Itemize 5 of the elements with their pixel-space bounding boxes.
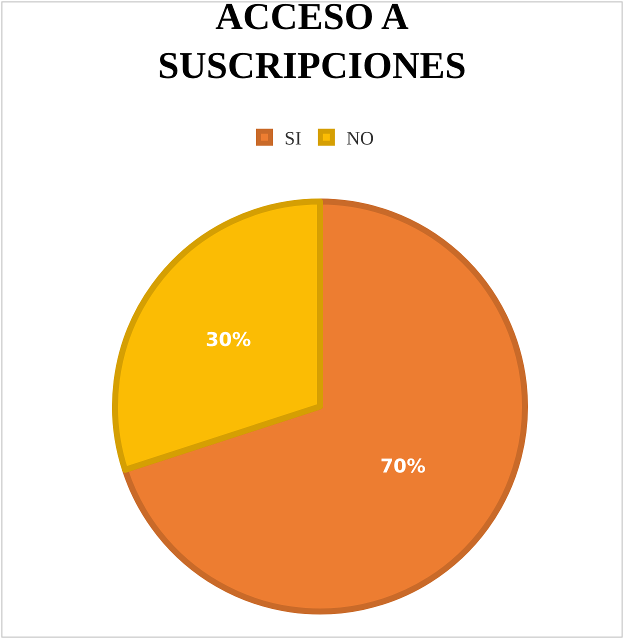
chart-title: ACCESO A SUSCRIPCIONES [158,0,466,88]
data-label: 30% [206,328,252,351]
legend-label: SI [284,128,302,150]
data-label: 70% [380,456,426,478]
legend-label: NO [346,128,374,150]
